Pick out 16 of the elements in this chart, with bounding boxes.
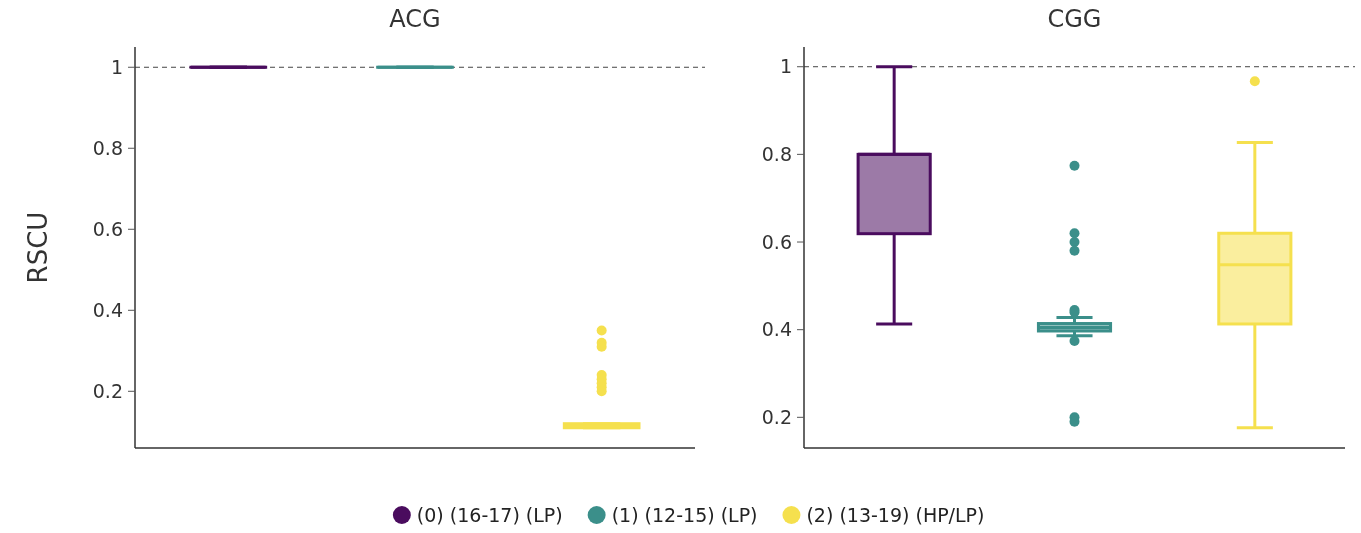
legend-label: (2) (13-19) (HP/LP) <box>806 503 985 526</box>
legend-label: (0) (16-17) (LP) <box>416 503 563 526</box>
chart-title: ACG <box>389 5 441 33</box>
y-tick-label: 0.6 <box>92 217 123 240</box>
legend-label: (1) (12-15) (LP) <box>611 503 758 526</box>
y-axis-title: RSCU <box>23 211 53 284</box>
y-tick-label: 0.2 <box>92 379 123 402</box>
y-tick-label: 0.6 <box>761 230 792 253</box>
y-tick-label: 0.4 <box>761 318 792 341</box>
y-tick-label: 0.8 <box>92 136 123 159</box>
y-tick-label: 1 <box>110 55 123 78</box>
chart-title: CGG <box>1047 5 1102 33</box>
y-tick-label: 0.4 <box>92 298 123 321</box>
y-tick-label: 1 <box>779 55 792 78</box>
y-tick-label: 0.2 <box>761 405 792 428</box>
y-tick-label: 0.8 <box>761 143 792 166</box>
